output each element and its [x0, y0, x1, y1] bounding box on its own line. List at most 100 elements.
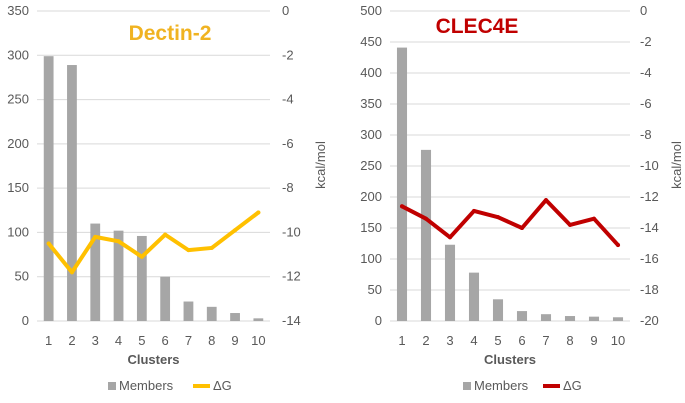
members-bar — [43, 56, 54, 322]
delta-g-point — [424, 216, 428, 221]
chart-title: CLEC4E — [436, 15, 519, 38]
right-axis-tick-label: -12 — [282, 269, 301, 284]
delta-g-line — [400, 198, 620, 248]
x-axis-tick-label: 6 — [162, 333, 169, 348]
right-axis-tick-label: -10 — [282, 224, 301, 239]
delta-g-point — [46, 241, 51, 246]
x-axis-title: Clusters — [484, 352, 536, 367]
delta-g-point — [69, 270, 74, 275]
right-axis-tick-label: -14 — [640, 220, 659, 235]
x-axis-tick-label: 5 — [494, 333, 501, 348]
members-bar — [396, 47, 408, 322]
members-bar — [588, 316, 600, 321]
members-bar — [253, 318, 264, 321]
chart-panel-0: 0 50 100 150 200 250 300 350 -14 -12 -10 -8 -6 -4 -2 0 1… — [7, 3, 328, 393]
chart-title: Dectin-2 — [129, 22, 212, 45]
left-axis-tick-label: 0 — [22, 313, 29, 328]
right-axis-title: kcal/mol — [313, 141, 328, 189]
x-axis-tick-label: 10 — [251, 333, 265, 348]
members-bar — [230, 313, 240, 321]
left-axis-tick-label: 250 — [7, 92, 29, 107]
legend-swatch-members — [463, 382, 471, 390]
members-bar — [540, 314, 552, 321]
right-axis-tick-label: -6 — [282, 136, 294, 151]
delta-g-point — [233, 228, 238, 233]
left-axis-tick-label: 150 — [7, 180, 29, 195]
members-bar — [564, 316, 576, 321]
left-axis-tick-label: 0 — [375, 313, 382, 328]
right-axis-tick-label: -4 — [640, 65, 652, 80]
members-bar — [183, 301, 194, 321]
legend: Members ΔG — [108, 378, 232, 393]
delta-g-point — [592, 216, 596, 221]
left-axis-tick-label: 100 — [360, 251, 382, 266]
x-axis-tick-label: 4 — [115, 333, 122, 348]
left-axis-tick-label: 350 — [360, 96, 382, 111]
x-axis-tick-label: 1 — [45, 333, 52, 348]
right-axis-tick-label: -4 — [282, 92, 294, 107]
x-axis-tick-label: 7 — [185, 333, 192, 348]
right-axis-title: kcal/mol — [669, 141, 684, 189]
left-axis-tick-label: 450 — [360, 34, 382, 49]
legend-label-delta-g: ΔG — [213, 378, 232, 393]
members-bar — [420, 149, 432, 321]
members-bar — [90, 223, 101, 321]
x-axis-tick-label: 9 — [590, 333, 597, 348]
right-axis-tick-label: -12 — [640, 189, 659, 204]
x-axis-tick-label: 6 — [518, 333, 525, 348]
left-axis-tick-label: 100 — [7, 224, 29, 239]
x-axis-tick-label: 9 — [231, 333, 238, 348]
left-axis-tick-label: 50 — [15, 269, 29, 284]
right-axis-tick-label: -14 — [282, 313, 301, 328]
right-axis-tick-label: -10 — [640, 158, 659, 173]
right-axis-tick-label: -2 — [640, 34, 652, 49]
right-axis-tick-label: -16 — [640, 251, 659, 266]
members-bar — [516, 311, 528, 321]
delta-g-point — [139, 254, 144, 259]
members-bar — [444, 244, 456, 321]
members-bar — [206, 306, 217, 321]
right-axis-tick-label: -6 — [640, 96, 652, 111]
left-axis-tick-label: 200 — [360, 189, 382, 204]
members-bar — [136, 235, 147, 321]
members-bar — [612, 317, 624, 321]
left-axis-tick-label: 50 — [368, 282, 382, 297]
delta-g-point — [400, 204, 404, 209]
chart-panel-1: 050100150200250300350400450500-20-18-16-… — [360, 3, 684, 393]
right-axis-tick-label: 0 — [282, 3, 289, 18]
delta-g-point — [520, 226, 524, 230]
left-axis-tick-label: 150 — [360, 220, 382, 235]
left-axis-tick-label: 300 — [360, 127, 382, 142]
x-axis-tick-label: 2 — [68, 333, 75, 348]
delta-g-point — [448, 235, 452, 240]
x-axis-tick-label: 3 — [92, 333, 99, 348]
delta-g-point — [186, 248, 191, 253]
delta-g-point — [496, 215, 500, 220]
delta-g-line — [46, 210, 261, 275]
right-axis-tick-label: -20 — [640, 313, 659, 328]
delta-g-point — [163, 232, 168, 237]
left-axis-tick-label: 500 — [360, 3, 382, 18]
right-axis-tick-label: 0 — [640, 3, 647, 18]
x-axis-tick-label: 7 — [542, 333, 549, 348]
legend-label-delta-g: ΔG — [563, 378, 582, 393]
delta-g-point — [616, 243, 620, 248]
x-axis-tick-label: 5 — [138, 333, 145, 348]
legend-label-members: Members — [119, 378, 174, 393]
x-axis-tick-label: 10 — [611, 333, 625, 348]
x-axis-tick-label: 1 — [398, 333, 405, 348]
delta-g-point — [544, 198, 548, 203]
left-axis-tick-label: 200 — [7, 136, 29, 151]
x-axis-tick-label: 3 — [446, 333, 453, 348]
delta-g-point — [93, 234, 98, 239]
x-axis-tick-label: 2 — [422, 333, 429, 348]
legend-swatch-members — [108, 382, 116, 390]
members-bar — [492, 299, 504, 321]
legend-label-members: Members — [474, 378, 529, 393]
left-axis-tick-label: 350 — [7, 3, 29, 18]
x-axis-tick-label: 8 — [566, 333, 573, 348]
members-bar — [468, 272, 480, 321]
members-bar — [67, 65, 77, 322]
delta-g-point — [116, 239, 121, 244]
